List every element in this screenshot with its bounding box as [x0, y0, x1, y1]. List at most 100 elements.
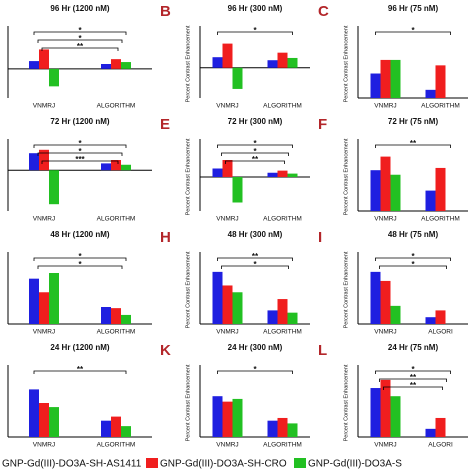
bar [277, 299, 288, 324]
significance-label: ** [77, 42, 84, 51]
significance-bracket [33, 31, 127, 35]
panel-title: 72 Hr (300 nM) [228, 117, 283, 126]
significance-bracket [37, 39, 123, 43]
bar [29, 389, 39, 437]
bar [101, 64, 111, 69]
panel-title: 96 Hr (300 nM) [228, 4, 283, 13]
significance-label: * [78, 260, 82, 269]
significance-bracket [33, 144, 127, 148]
panel-title: 24 Hr (300 nM) [228, 343, 283, 352]
bar [39, 292, 49, 324]
bar [267, 60, 278, 68]
panel-letter: B [160, 3, 171, 20]
significance-label: * [411, 26, 415, 35]
category-label: ALGORITHM [97, 329, 136, 336]
bar [29, 61, 39, 69]
bar [111, 308, 121, 324]
bar [49, 68, 59, 87]
category-label: VNMRJ [216, 329, 238, 336]
significance-label: * [78, 139, 82, 148]
bar [212, 168, 223, 177]
y-axis-label: Percent Contrast Enhancement [343, 364, 349, 441]
legend-label: GNP-Gd(III)-DO3A-SH-CRO [160, 459, 287, 470]
bar [232, 177, 243, 203]
panel-letter: C [318, 3, 329, 20]
bar [425, 428, 436, 437]
category-label: VNMRJ [33, 103, 55, 110]
panel-title: 48 Hr (75 nM) [388, 230, 439, 239]
y-axis-label: Percent Contrast Enhancement [185, 251, 191, 328]
bar [277, 170, 288, 177]
significance-label: *** [75, 155, 85, 164]
category-label: ALGORITHM [97, 216, 136, 223]
bar [370, 73, 381, 98]
significance-label: * [78, 26, 82, 35]
significance-bracket [217, 257, 293, 261]
bar [435, 310, 446, 324]
bar [267, 420, 278, 437]
bar [390, 59, 401, 98]
significance-label: * [253, 139, 257, 148]
bar [267, 172, 278, 177]
bar [222, 401, 233, 437]
significance-bracket [375, 257, 451, 261]
bar [425, 317, 436, 324]
category-label: VNMRJ [33, 216, 55, 223]
significance-bracket [33, 257, 127, 261]
bar [29, 153, 39, 171]
panel-letter: L [318, 342, 327, 359]
bar [435, 167, 446, 211]
category-label: ALGORITHM [97, 103, 136, 110]
bar [425, 89, 436, 98]
bar [390, 174, 401, 211]
significance-label: ** [252, 252, 259, 261]
panel-title: 96 Hr (75 nM) [388, 4, 439, 13]
legend-label: GNP-Gd(III)-DO3A-S [308, 459, 402, 470]
panel-title: 24 Hr (75 nM) [388, 343, 439, 352]
bar [111, 416, 121, 437]
significance-bracket [375, 31, 451, 35]
significance-bracket [225, 160, 285, 164]
bar [370, 170, 381, 211]
bar [222, 285, 233, 324]
significance-bracket [379, 265, 447, 269]
bar [212, 396, 223, 437]
significance-label: * [411, 365, 415, 374]
bar [380, 59, 391, 98]
significance-label: * [253, 260, 257, 269]
bar [111, 59, 121, 69]
legend-swatch [146, 458, 158, 468]
bar [435, 417, 446, 437]
bar [212, 271, 223, 324]
bar [435, 65, 446, 98]
significance-bracket [33, 370, 127, 374]
bar [390, 305, 401, 324]
bar [111, 160, 121, 171]
panel-letter: H [160, 229, 171, 246]
bar [232, 292, 243, 324]
panel-letter: F [318, 116, 327, 133]
significance-label: * [78, 147, 82, 156]
panel-title: 24 Hr (1200 nM) [50, 343, 109, 352]
bar [370, 388, 381, 437]
bar [232, 398, 243, 437]
significance-bracket [41, 160, 119, 164]
category-label: ALGORI [428, 329, 453, 336]
y-axis-label: Percent Contrast Enhancement [185, 138, 191, 215]
significance-label: ** [410, 139, 417, 148]
significance-label: * [253, 26, 257, 35]
significance-label: * [253, 147, 257, 156]
category-label: ALGORITHM [263, 442, 302, 449]
bar [380, 379, 391, 437]
bar [121, 62, 131, 69]
significance-bracket [383, 386, 443, 390]
panel-letter: I [318, 229, 322, 246]
category-label: VNMRJ [216, 216, 238, 223]
category-label: VNMRJ [216, 103, 238, 110]
significance-bracket [217, 370, 293, 374]
significance-label: ** [410, 381, 417, 390]
significance-label: ** [77, 365, 84, 374]
category-label: VNMRJ [216, 442, 238, 449]
significance-bracket [41, 47, 119, 51]
